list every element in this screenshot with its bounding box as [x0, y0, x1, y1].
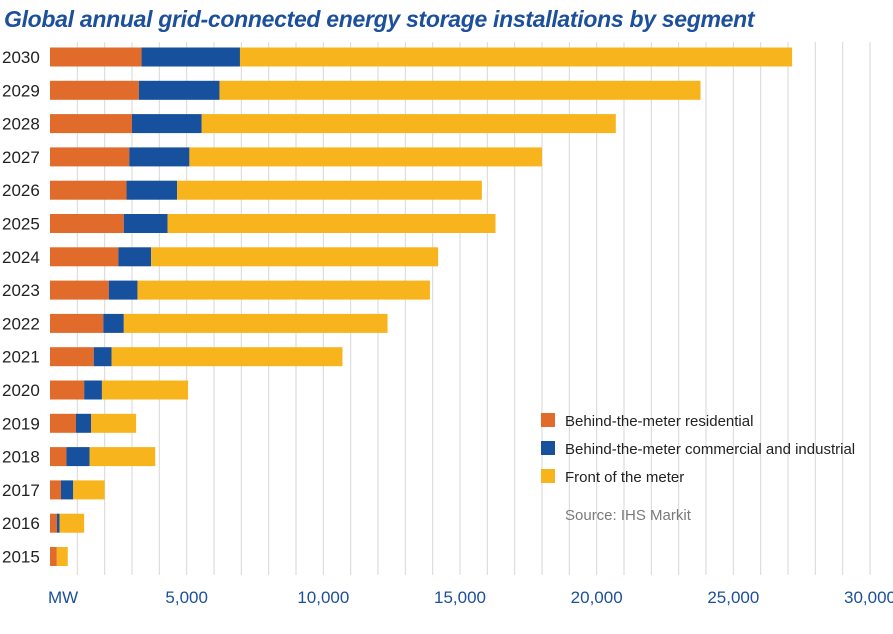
bar-2017-series-2 [73, 480, 105, 500]
bar-2021-series-1 [93, 347, 112, 367]
bar-2029-series-0 [50, 80, 139, 100]
bar-2015-series-0 [50, 547, 57, 566]
chart-title: Global annual grid-connected energy stor… [4, 6, 755, 32]
bar-2028-series-2 [201, 114, 616, 134]
y-tick-label: 2030 [2, 48, 40, 67]
bar-2019-series-0 [50, 413, 76, 433]
y-tick-label: 2027 [2, 148, 40, 167]
bar-2025-series-2 [167, 214, 496, 233]
source-note: Source: IHS Markit [565, 507, 692, 524]
bar-2018-series-2 [89, 447, 156, 467]
y-tick-label: 2029 [2, 81, 40, 100]
bar-2030-series-2 [239, 47, 793, 67]
bar-2023-series-1 [108, 280, 138, 300]
bar-2023-series-0 [50, 280, 109, 300]
legend-swatch [541, 413, 555, 427]
bar-2026-series-1 [126, 180, 178, 200]
y-tick-label: 2016 [2, 514, 40, 533]
bar-2018-series-1 [66, 447, 90, 467]
bar-2023-series-2 [137, 280, 430, 300]
legend: Behind-the-meter residential Behind-the-m… [541, 413, 855, 486]
bar-2024-series-1 [118, 247, 152, 267]
bar-2019-series-2 [91, 413, 137, 433]
bar-2030-series-1 [141, 47, 240, 67]
bar-2022-series-1 [103, 313, 124, 333]
y-tick-label: 2023 [2, 281, 40, 300]
bar-2027-series-0 [50, 147, 130, 167]
y-axis: 2030 2029 2028 2027 2026 2025 2024 2023 2022 2021… [2, 48, 40, 567]
x-tick-label: 10,000 [297, 588, 349, 607]
y-tick-label: 2028 [2, 115, 40, 134]
bar-2017-series-1 [60, 480, 74, 500]
y-tick-label: 2021 [2, 348, 40, 367]
bar-2020-series-0 [50, 380, 85, 400]
bar-2025-series-0 [50, 214, 124, 233]
x-tick-label: 25,000 [707, 588, 759, 607]
bar-2025-series-1 [123, 214, 168, 233]
bar-2021-series-0 [50, 347, 94, 367]
y-tick-label: 2022 [2, 314, 40, 333]
x-tick-label: 20,000 [571, 588, 623, 607]
legend-swatch [541, 441, 555, 455]
x-axis-unit-label: MW [48, 588, 78, 607]
y-tick-label: 2020 [2, 381, 40, 400]
bar-2027-series-1 [129, 147, 190, 167]
bar-2016-series-1 [56, 513, 60, 533]
x-axis: MW 5,000 10,000 15,000 20,000 25,000 30,000 [48, 588, 893, 607]
y-tick-label: 2024 [2, 248, 40, 267]
bars [50, 47, 793, 566]
y-tick-label: 2015 [2, 548, 40, 567]
legend-label: Behind-the-meter residential [565, 413, 753, 430]
bar-2022-series-2 [123, 313, 388, 333]
legend-swatch [541, 469, 555, 483]
bar-2021-series-2 [111, 347, 343, 367]
y-tick-label: 2019 [2, 414, 40, 433]
legend-label: Behind-the-meter commercial and industri… [565, 441, 855, 458]
bar-2020-series-2 [101, 380, 189, 400]
bar-2016-series-2 [59, 513, 85, 533]
bar-2026-series-0 [50, 180, 127, 200]
bar-2029-series-1 [138, 80, 220, 100]
bar-2015-series-2 [56, 547, 68, 566]
bar-2020-series-1 [84, 380, 102, 400]
y-tick-label: 2017 [2, 481, 40, 500]
bar-2027-series-2 [189, 147, 542, 167]
y-tick-label: 2026 [2, 181, 40, 200]
legend-label: Front of the meter [565, 469, 684, 486]
bar-2028-series-1 [132, 114, 202, 134]
bar-2024-series-0 [50, 247, 119, 267]
bar-2030-series-0 [50, 47, 142, 67]
y-tick-label: 2018 [2, 448, 40, 467]
bar-2029-series-2 [219, 80, 701, 100]
bar-2024-series-2 [151, 247, 439, 267]
x-tick-label: 15,000 [434, 588, 486, 607]
bar-2028-series-0 [50, 114, 132, 134]
x-tick-label: 5,000 [165, 588, 208, 607]
bar-2016-series-0 [50, 513, 57, 533]
bar-2019-series-1 [75, 413, 91, 433]
bar-2018-series-0 [50, 447, 67, 467]
bar-2017-series-0 [50, 480, 61, 500]
y-tick-label: 2025 [2, 215, 40, 234]
bar-2022-series-0 [50, 313, 104, 333]
x-tick-label: 30,000 [844, 588, 893, 607]
bar-2026-series-2 [177, 180, 482, 200]
